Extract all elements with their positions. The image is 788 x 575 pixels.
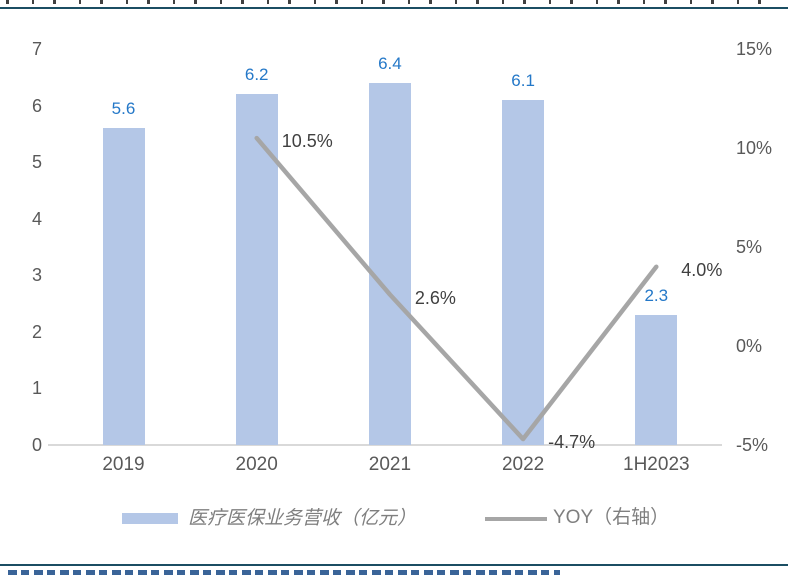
x-axis-category-label: 1H2023 <box>623 454 690 475</box>
legend-line-swatch <box>485 517 547 521</box>
bar-value-label: 6.1 <box>511 70 535 90</box>
y-axis-right-tick-label: -5% <box>736 435 769 455</box>
y-axis-left-tick-label: 7 <box>31 39 42 59</box>
y-axis-left-tick-label: 0 <box>31 435 42 455</box>
y-axis-left-tick-label: 2 <box>31 321 42 342</box>
legend-bar-label: 医疗医保业务营收（亿元） <box>188 507 417 529</box>
clipped-title-fragments <box>6 0 782 4</box>
line-value-label: 4.0% <box>681 259 723 280</box>
y-axis-left-tick-label: 4 <box>31 208 42 229</box>
y-axis-left-tick-label: 6 <box>31 95 42 116</box>
footer-rule <box>0 564 788 566</box>
legend-bar-swatch <box>122 513 178 524</box>
yoy-line <box>254 135 659 442</box>
bar-1H2023 <box>635 314 678 445</box>
y-axis-left-tick-label: 1 <box>31 378 42 399</box>
x-axis-category-label: 2022 <box>501 454 545 475</box>
bar-value-label: 5.6 <box>111 99 136 119</box>
clipped-source-fragments <box>8 570 560 575</box>
y-axis-right-tick-label: 15% <box>736 39 773 59</box>
x-axis-line <box>48 444 722 446</box>
x-axis-category-label: 2021 <box>368 454 412 475</box>
x-axis-category-label: 2019 <box>102 454 145 475</box>
y-axis-right-tick-label: 10% <box>736 138 773 158</box>
y-axis-left-tick-label: 5 <box>31 152 42 173</box>
line-value-label: -4.7% <box>548 432 596 453</box>
y-axis-right-tick-label: 0% <box>736 336 763 356</box>
chart-legend: 医疗医保业务营收（亿元） YOY（右轴） <box>0 505 788 535</box>
bar-2019 <box>102 128 145 445</box>
y-axis-right-tick-label: 5% <box>736 237 763 257</box>
line-value-label: 2.6% <box>414 287 456 308</box>
legend-line-label: YOY（右轴） <box>553 507 670 528</box>
bar-2021 <box>368 82 411 445</box>
bar-value-label: 6.2 <box>244 65 269 85</box>
bar-2020 <box>235 94 278 445</box>
bar-2022 <box>502 99 545 445</box>
bar-value-label: 6.4 <box>378 53 402 73</box>
x-axis-category-label: 2020 <box>235 454 278 475</box>
y-axis-left-tick-label: 3 <box>31 265 42 286</box>
line-value-label: 10.5% <box>281 131 333 152</box>
bar-value-label: 2.3 <box>644 285 669 305</box>
header-rule <box>0 7 788 9</box>
